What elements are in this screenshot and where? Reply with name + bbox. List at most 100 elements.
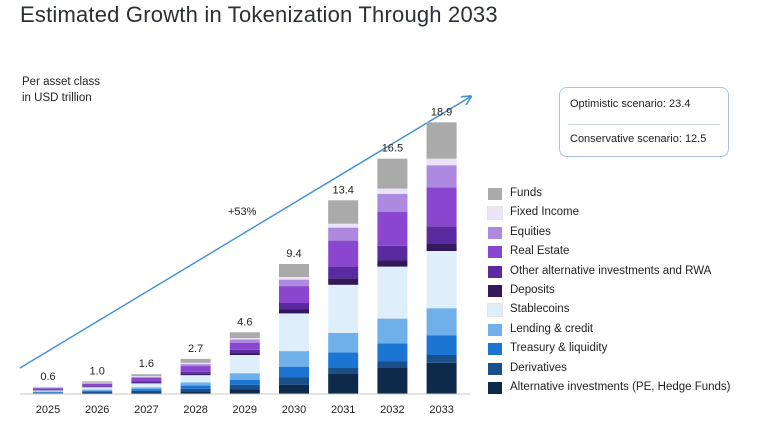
bar-segment-2028-7 [180, 366, 211, 372]
legend-label: Funds [510, 187, 542, 199]
bar-segment-2027-5 [131, 382, 162, 384]
bar-segment-2030-5 [279, 309, 309, 314]
bar-segment-2031-5 [328, 278, 359, 285]
bar-segment-2033-0 [426, 362, 457, 394]
bar-segment-2033-7 [426, 187, 457, 227]
bar-segment-2033-3 [426, 308, 457, 336]
unit-label-line1: Per asset class [22, 76, 100, 88]
legend-label: Fixed Income [510, 206, 580, 219]
growth-arrow [19, 97, 470, 369]
bar-segment-2025-6 [33, 389, 63, 390]
bar-segment-2025-10 [33, 386, 63, 388]
bar-segment-2032-2 [377, 343, 408, 362]
bar-segment-2026-3 [82, 389, 113, 391]
bar-segment-2033-9 [426, 158, 457, 166]
bar-segment-2031-8 [328, 227, 359, 241]
scenarios-box: Optimistic scenario: 23.4 Conservative s… [559, 87, 729, 157]
x-tick-label-2032: 2032 [380, 404, 404, 416]
bar-segment-2030-3 [279, 351, 309, 367]
bar-segment-2028-6 [180, 371, 211, 374]
legend-swatch [488, 226, 502, 239]
bar-segment-2030-10 [279, 264, 309, 277]
optimistic-scenario: Optimistic scenario: 23.4 [570, 98, 691, 110]
bars-group: 0.6 2025 1.0 2026 1.6 2027 2.7 2028 4.6 2029 9.4 20… [33, 106, 457, 416]
bar-segment-2031-6 [328, 266, 359, 279]
bar-segment-2028-9 [180, 362, 211, 365]
bar-segment-2026-6 [82, 386, 113, 387]
bar-segment-2029-2 [229, 379, 260, 385]
bar-segment-2033-4 [426, 251, 457, 309]
bar-segment-2032-6 [377, 245, 408, 261]
growth-label: +53% [228, 206, 257, 218]
bar-segment-2027-8 [131, 376, 162, 378]
bar-segment-2030-6 [279, 303, 309, 310]
bar-segment-2029-5 [229, 353, 260, 355]
bar-segment-2026-8 [82, 383, 113, 384]
x-tick-label-2026: 2026 [85, 404, 109, 416]
bar-segment-2027-0 [131, 392, 162, 394]
bar-segment-2030-0 [279, 384, 309, 394]
bar-segment-2033-2 [426, 335, 457, 355]
bar-segment-2029-0 [229, 389, 260, 394]
bar-segment-2031-3 [328, 332, 359, 353]
bar-segment-2032-10 [377, 158, 408, 189]
legend-label: Other alternative investments and RWA [510, 264, 712, 277]
bar-segment-2033-6 [426, 226, 457, 244]
x-tick-label-2033: 2033 [429, 404, 453, 416]
bar-segment-2030-4 [279, 313, 309, 352]
total-label-2028: 2.7 [188, 343, 203, 355]
bar-segment-2026-10 [82, 381, 113, 383]
bar-segment-2028-3 [180, 382, 211, 386]
legend-swatch [488, 362, 502, 375]
legend-label: Equities [510, 225, 551, 238]
bar-segment-2032-7 [377, 212, 408, 246]
total-label-2033: 18.9 [431, 106, 452, 118]
bar-segment-2026-2 [82, 390, 113, 392]
bar-segment-2032-4 [377, 266, 408, 319]
bar-segment-2028-10 [180, 358, 211, 363]
legend-swatch [488, 265, 502, 278]
bar-segment-2026-9 [82, 382, 113, 384]
legend-label: Alternative investments (PE, Hedge Funds… [510, 381, 731, 393]
total-label-2025: 0.6 [40, 371, 55, 383]
bar-segment-2033-10 [426, 122, 457, 159]
bar-segment-2025-9 [33, 387, 63, 388]
x-tick-label-2031: 2031 [331, 404, 355, 416]
bar-segment-2029-4 [229, 355, 260, 374]
bar-segment-2028-8 [180, 364, 211, 367]
legend-swatch [488, 188, 502, 200]
bar-segment-2031-7 [328, 240, 359, 267]
legend-swatch [487, 303, 503, 318]
bar-segment-2033-1 [426, 355, 457, 363]
bar-segment-2025-2 [33, 392, 63, 393]
bar-segment-2026-4 [82, 387, 113, 390]
bar-segment-2029-9 [229, 338, 260, 340]
bar-segment-2031-10 [328, 200, 359, 224]
bar-segment-2028-0 [180, 391, 211, 394]
scenarios-divider [568, 124, 720, 125]
bar-segment-2033-5 [426, 243, 457, 251]
bar-segment-2029-3 [229, 373, 260, 380]
bar-segment-2028-4 [180, 375, 211, 383]
bar-segment-2030-1 [279, 377, 309, 385]
bar-segment-2031-2 [328, 352, 359, 368]
x-tick-label-2025: 2025 [36, 404, 60, 416]
bar-segment-2030-2 [279, 366, 309, 378]
bar-segment-2031-4 [328, 284, 359, 333]
legend-label: Real Estate [510, 245, 570, 258]
bar-segment-2030-7 [279, 286, 309, 303]
bar-segment-2029-1 [229, 384, 260, 390]
bar-segment-2032-1 [377, 361, 408, 368]
bar-segment-2025-1 [33, 392, 63, 394]
legend-swatch [488, 323, 502, 336]
bar-segment-2026-1 [82, 391, 113, 393]
bar-segment-2029-7 [229, 342, 260, 350]
legend-swatch [488, 343, 502, 356]
total-label-2031: 13.4 [332, 184, 353, 196]
legend-label: Lending & credit [510, 322, 594, 335]
legend-swatch [488, 382, 502, 394]
bar-segment-2025-8 [33, 387, 63, 389]
bar-segment-2027-7 [131, 377, 162, 382]
bar-segment-2029-6 [229, 349, 260, 354]
bar-segment-2025-3 [33, 391, 63, 393]
